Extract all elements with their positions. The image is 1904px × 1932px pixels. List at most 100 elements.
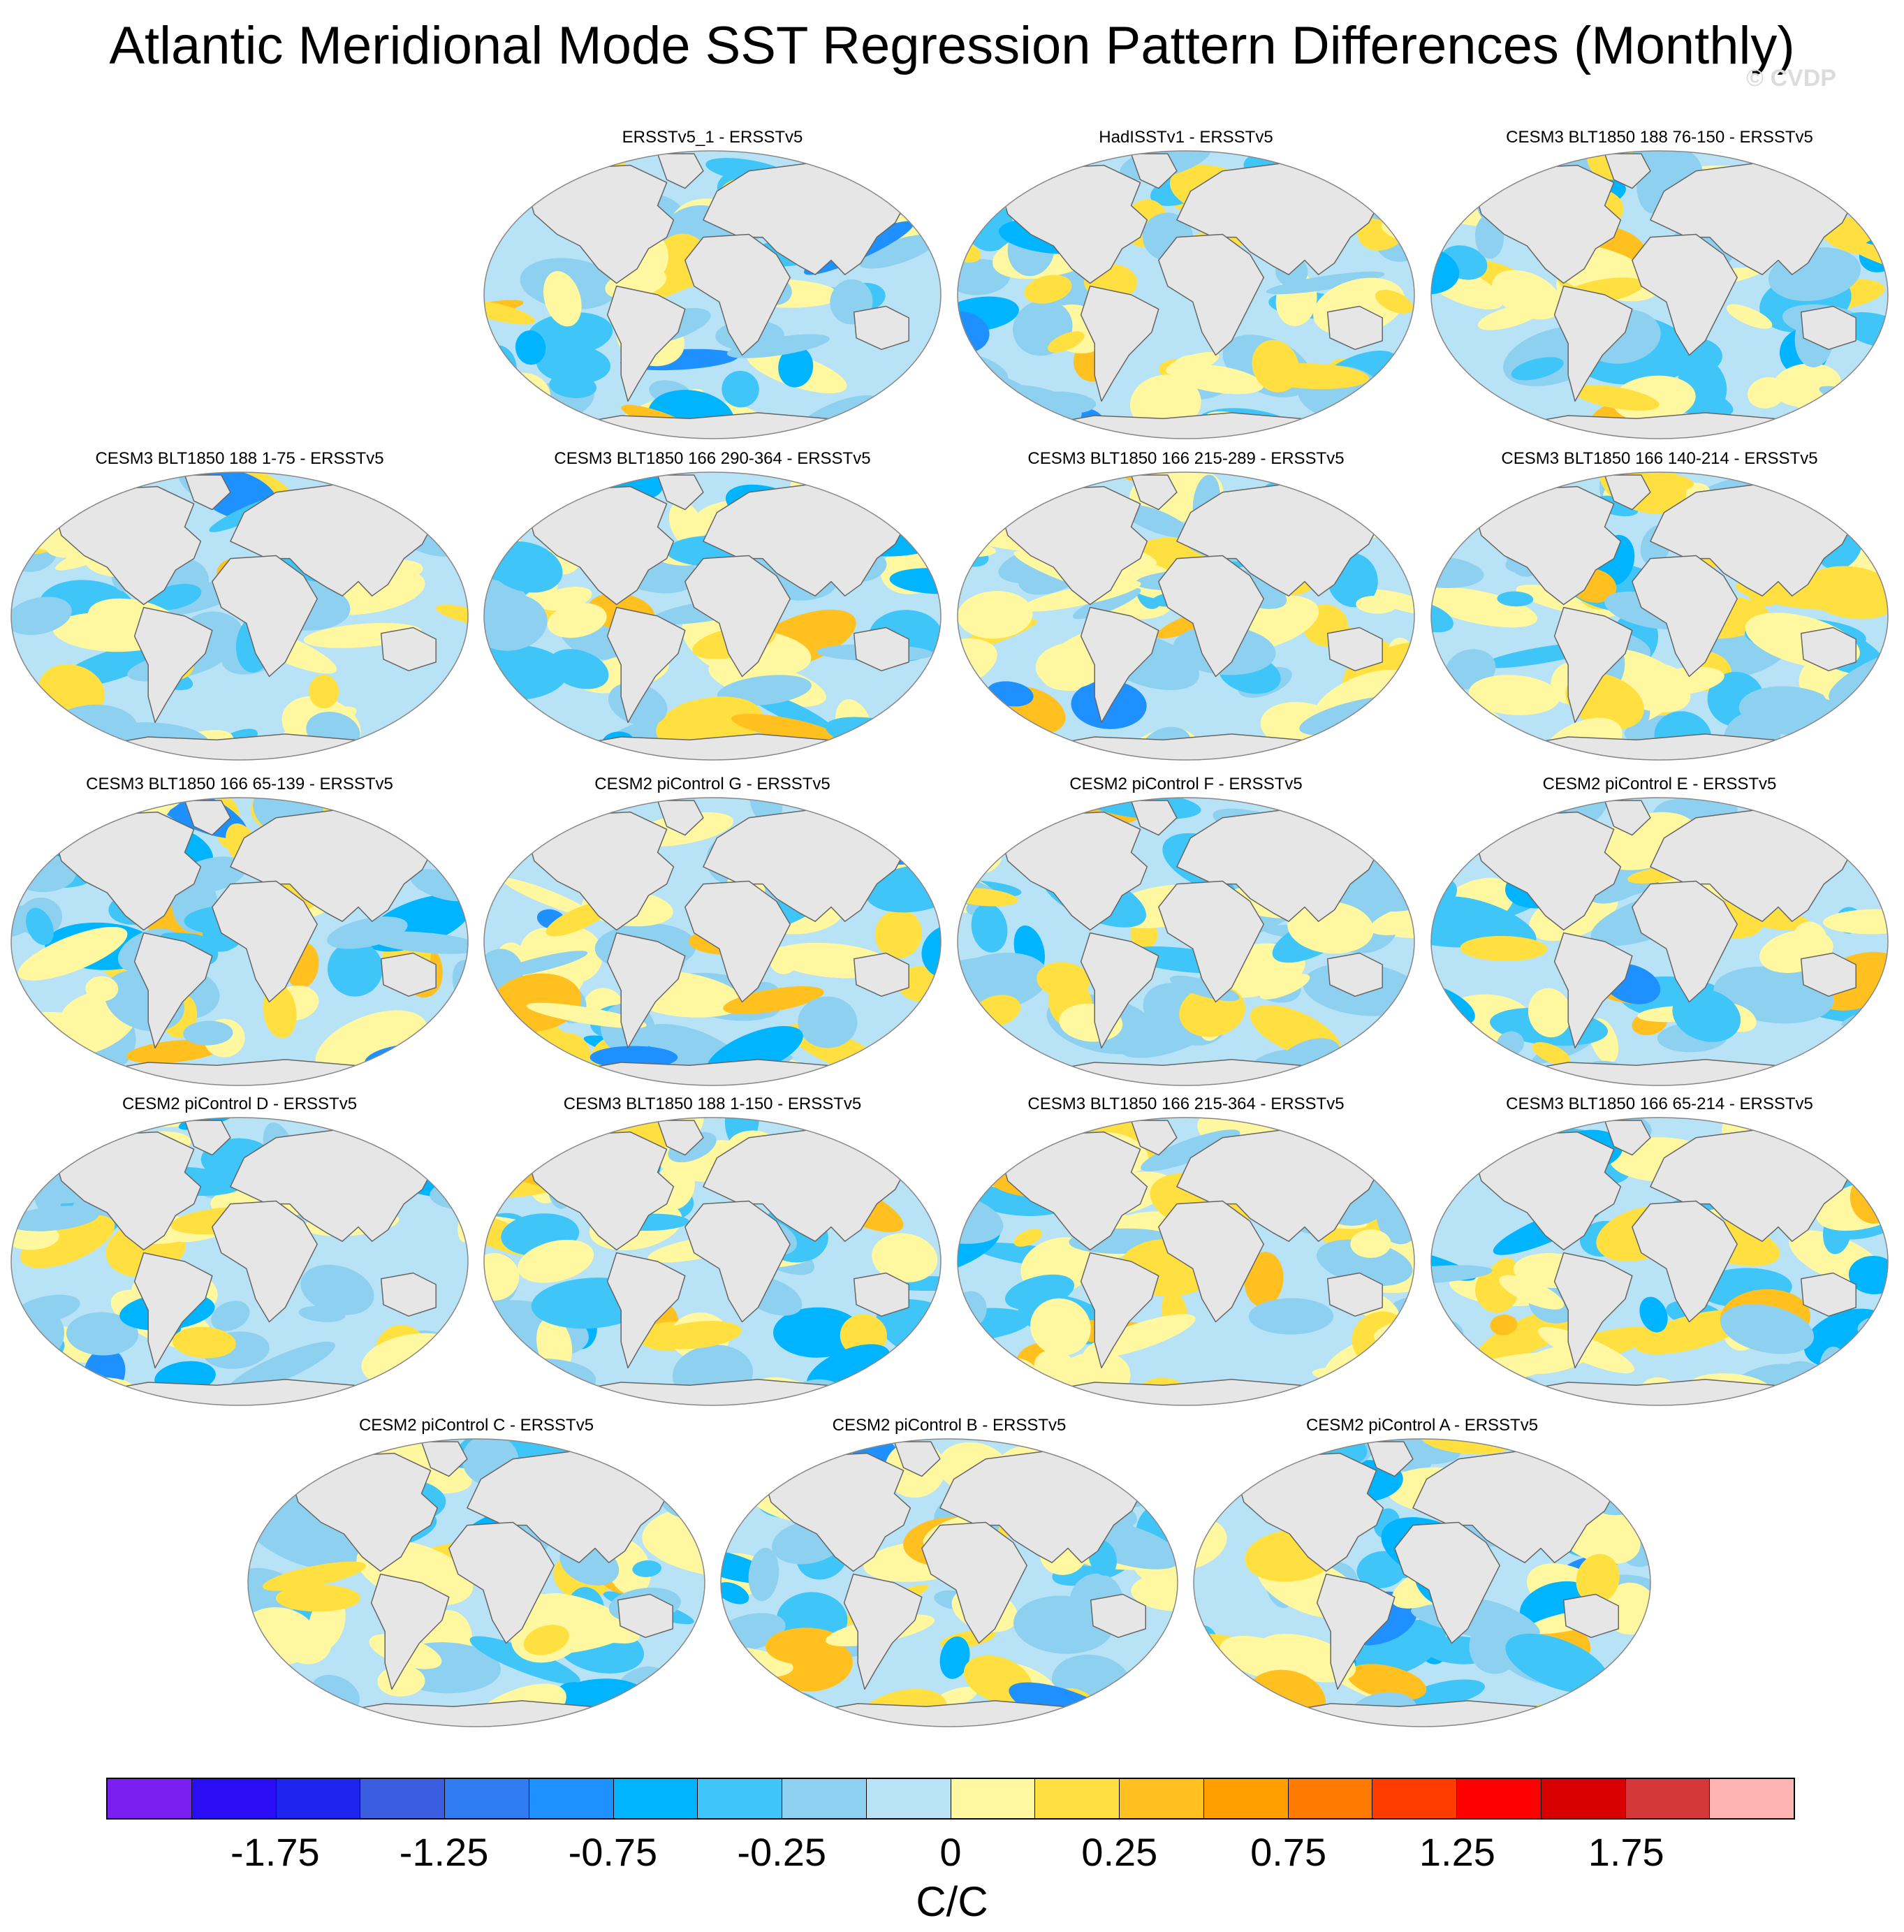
map-outline [1430,797,1889,1086]
colorbar-tick-label: 0 [939,1830,962,1874]
land-greenland [184,1120,231,1156]
panel-title: CESM2 piControl D - ERSSTv5 [122,1095,358,1113]
land-australia [1562,1593,1619,1639]
colorbar-swatch [1625,1779,1711,1818]
land-africa [448,1521,555,1644]
warm-anomaly-patch [1171,355,1210,386]
map-outline [957,797,1415,1086]
colorbar-swatch [951,1779,1036,1818]
land-greenland [420,1441,468,1477]
colorbar-tick-label: -1.75 [230,1830,320,1874]
warm-anomaly-patch [1375,289,1413,314]
cool-anomaly-patch [327,916,408,949]
land-africa [684,233,791,356]
colorbar-swatch [782,1779,867,1818]
land-europe-asia [230,808,437,922]
robinson-map [10,797,469,1086]
land-south-america [1080,1252,1159,1369]
warm-anomaly-patch [496,1360,539,1392]
land-africa [1158,1200,1264,1323]
cool-anomaly-patch [1639,1296,1668,1333]
cool-anomaly-patch [903,163,936,182]
warm-anomaly-patch [1726,304,1773,329]
land-europe-asia [1650,161,1857,275]
land-greenland [1130,800,1178,836]
warm-anomaly-patch [446,472,468,518]
land-south-america [370,1573,450,1690]
cool-anomaly-patch [484,472,512,497]
warm-anomaly-patch [1792,921,1827,958]
land-south-america [133,606,213,724]
panel-title: CESM3 BLT1850 166 290-364 - ERSSTv5 [554,449,871,468]
warm-anomaly-patch [17,926,128,981]
warm-anomaly-patch [907,1118,941,1141]
colorbar-tick-label: -1.25 [399,1830,489,1874]
cool-anomaly-patch [958,151,994,206]
land-australia [853,1272,909,1317]
robinson-map [10,1117,469,1406]
cool-anomaly-patch [495,951,588,978]
warm-anomaly-patch [419,1118,468,1158]
cool-anomaly-patch [457,532,468,561]
land-south-america [133,1252,213,1369]
warm-anomaly-patch [42,472,74,507]
warm-anomaly-patch [723,986,824,1014]
warm-anomaly-patch [248,1706,337,1727]
warm-anomaly-patch [652,1321,742,1349]
land-australia [1326,627,1383,672]
warm-anomaly-patch [1477,304,1542,330]
land-greenland [1604,153,1651,189]
cool-anomaly-patch [1431,1040,1481,1082]
map-outline [720,1438,1178,1727]
cool-anomaly-patch [549,374,597,398]
colorbar-swatch [191,1779,277,1818]
cool-anomaly-patch [670,1690,701,1727]
land-south-america [1553,1252,1633,1369]
land-north-america [761,1452,911,1572]
warm-anomaly-patch [1350,1229,1391,1258]
cool-anomaly-patch [1840,312,1888,349]
warm-anomaly-patch [1843,240,1888,276]
cool-anomaly-patch [300,1264,374,1315]
land-australia [853,952,909,997]
land-europe-asia [703,161,909,275]
warm-anomaly-patch [1537,1326,1635,1374]
land-greenland [1130,153,1178,189]
land-australia [1326,952,1383,997]
robinson-map [957,797,1415,1086]
warm-anomaly-patch [1528,988,1572,1038]
cool-anomaly-patch [921,924,941,980]
map-outline [1193,1438,1651,1727]
land-south-america [1080,932,1159,1049]
cool-anomaly-patch [469,1636,580,1685]
warm-anomaly-patch [1439,798,1537,814]
colorbar-tick-label: 1.75 [1588,1830,1664,1874]
panel-title: CESM3 BLT1850 166 140-214 - ERSSTv5 [1501,449,1818,468]
warm-anomaly-patch [505,811,548,841]
cool-anomaly-patch [1248,1298,1334,1335]
cool-anomaly-patch [958,1055,1023,1085]
map-outline [10,471,469,761]
warm-anomaly-patch [547,603,607,638]
warm-anomaly-patch [85,976,119,1002]
warm-anomaly-patch [1024,275,1072,304]
warm-anomaly-patch [1287,901,1374,954]
warm-anomaly-patch [1823,909,1888,935]
warm-anomaly-patch [526,1002,647,1029]
panel-title: CESM3 BLT1850 188 76-150 - ERSSTv5 [1506,128,1813,147]
cool-anomaly-patch [1867,411,1888,432]
land-south-america [606,1252,686,1369]
warm-anomaly-patch [404,1118,468,1148]
robinson-map [247,1438,705,1727]
cool-anomaly-patch [890,510,941,526]
cool-anomaly-patch [913,395,941,439]
warm-anomaly-patch [1431,376,1462,413]
warm-anomaly-patch [484,1252,520,1301]
land-greenland [657,1120,704,1156]
land-north-america [525,1131,675,1251]
warm-anomaly-patch [1343,1382,1405,1405]
cool-anomaly-patch [367,1118,411,1137]
land-greenland [1604,800,1651,836]
warm-anomaly-patch [1366,590,1414,615]
colorbar [106,1778,1795,1820]
